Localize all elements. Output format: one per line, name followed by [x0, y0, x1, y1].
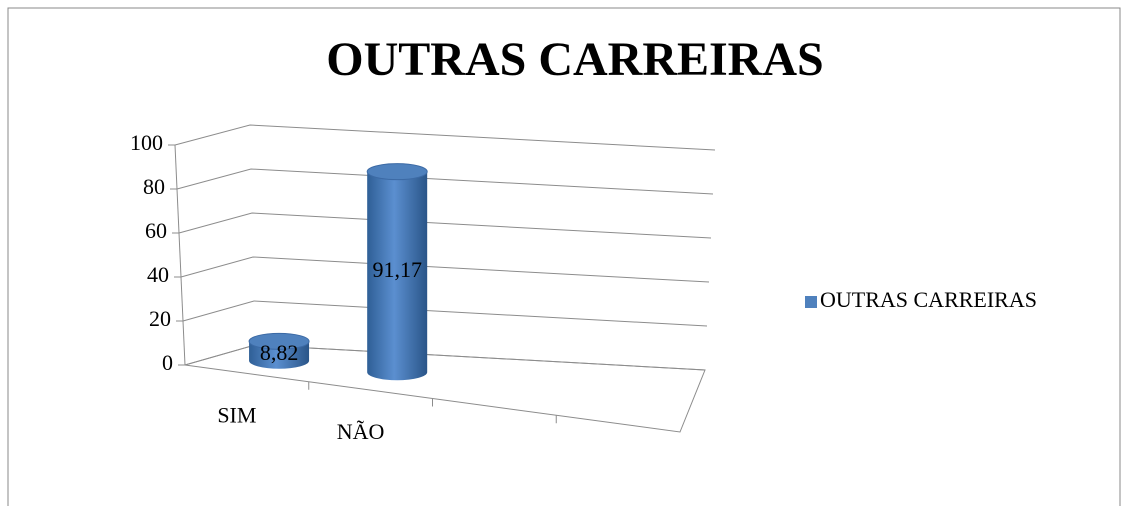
x-tick-label: NÃO [337, 419, 385, 444]
data-label: 8,82 [260, 340, 299, 365]
grid-line [176, 168, 714, 195]
grid-line [178, 212, 712, 239]
y-tick-label: 20 [149, 306, 171, 331]
axis-line [174, 144, 186, 366]
legend-label: OUTRAS CARREIRAS [820, 287, 1037, 312]
x-tick-label: SIM [217, 402, 256, 427]
bar-top [248, 332, 310, 350]
y-tick-label: 80 [143, 174, 165, 199]
data-label: 91,17 [372, 257, 422, 282]
bar [248, 332, 310, 369]
y-tick-label: 40 [147, 262, 169, 287]
y-tick-label: 100 [130, 130, 163, 155]
bar-top [366, 163, 428, 181]
legend-swatch [805, 296, 817, 308]
y-tick-label: 0 [162, 350, 173, 375]
grid-line [174, 124, 716, 151]
bar-body [367, 171, 428, 381]
grid-line [182, 300, 708, 327]
y-tick-label: 60 [145, 218, 167, 243]
chart-title: OUTRAS CARREIRAS [326, 33, 823, 86]
chart-border [7, 7, 1121, 506]
grid-line [180, 256, 710, 283]
bar [366, 163, 428, 381]
